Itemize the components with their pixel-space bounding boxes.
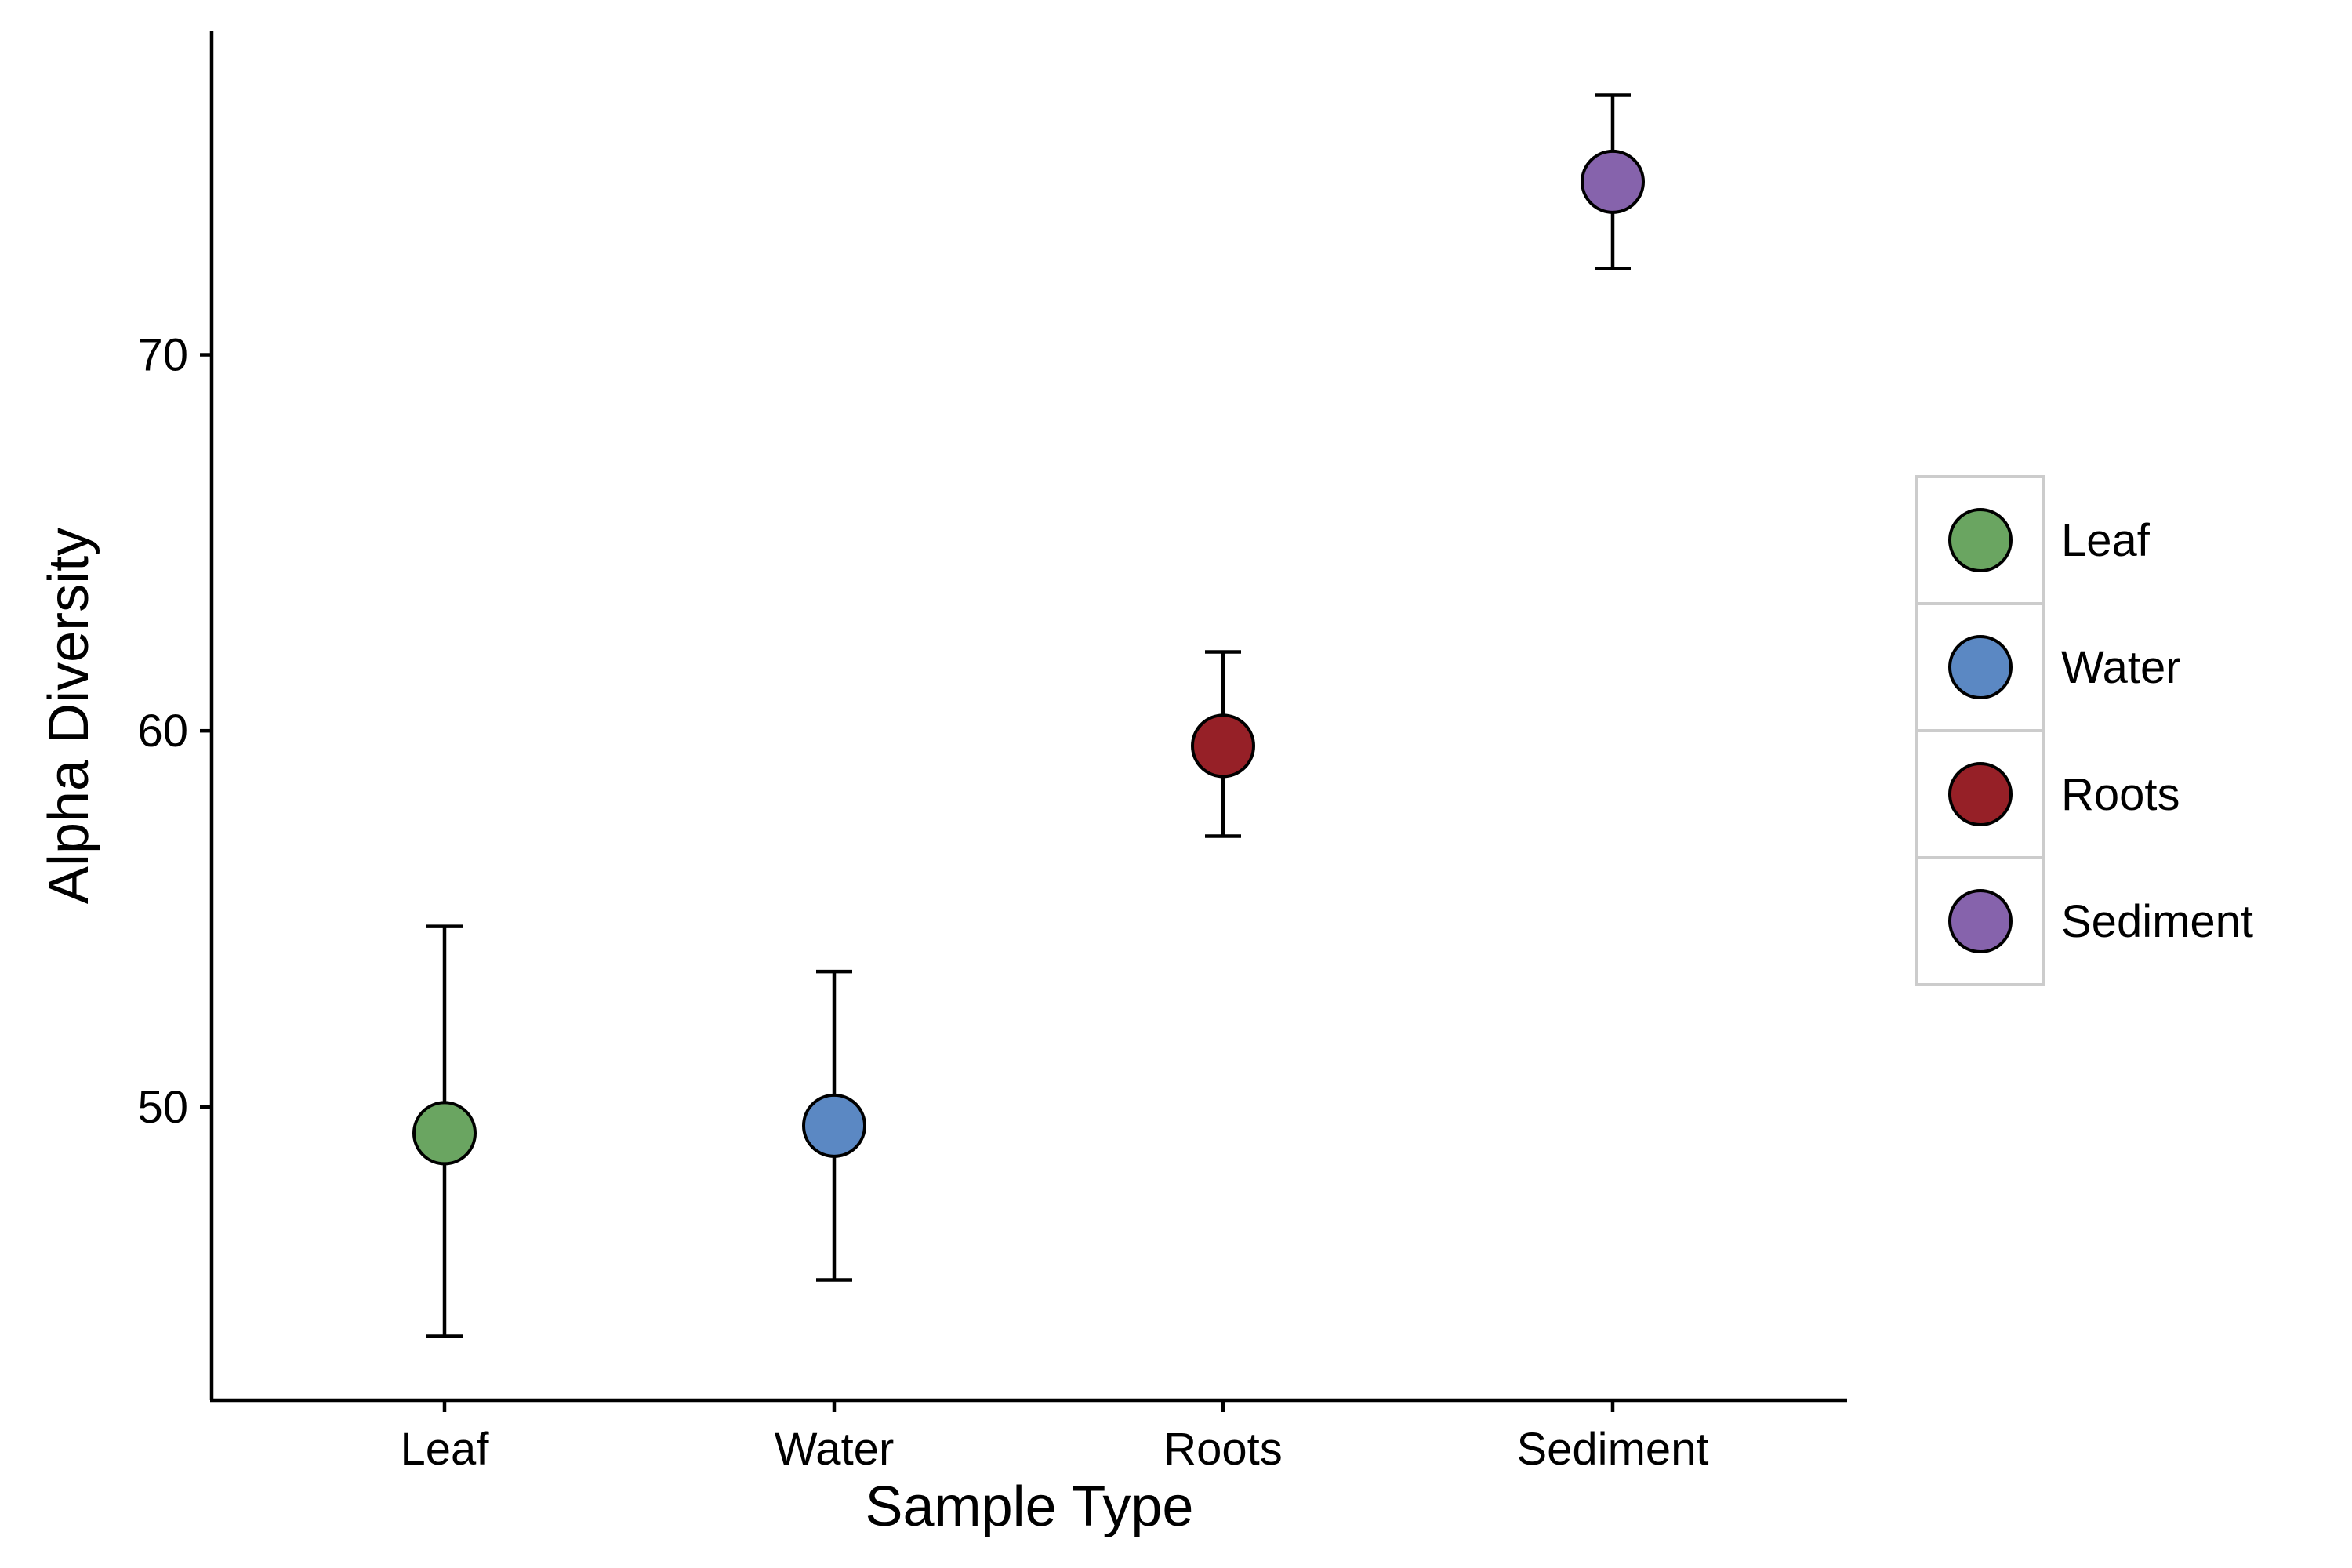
y-ticks: 50 60 70	[137, 330, 212, 1133]
y-tick-label: 70	[137, 330, 188, 381]
legend-label-water: Water	[2061, 642, 2181, 693]
point-leaf	[412, 1101, 477, 1166]
y-axis-title: Alpha Diversity	[38, 528, 100, 904]
y-tick-label: 50	[137, 1082, 188, 1133]
legend-item-leaf: Leaf	[1915, 475, 2151, 605]
y-tick-label: 60	[137, 706, 188, 757]
point-roots	[1191, 713, 1255, 779]
legend-swatch-roots	[1948, 762, 2013, 826]
legend-label-roots: Roots	[2061, 769, 2180, 820]
point-sediment	[1581, 149, 1645, 214]
axes	[209, 31, 1847, 1403]
legend-swatch-leaf	[1948, 508, 2013, 572]
x-tick-label-water: Water	[775, 1424, 895, 1475]
legend-item-water: Water	[1915, 602, 2181, 732]
legend: Leaf Water Roots Sediment	[1915, 475, 2253, 986]
x-ticks: Leaf Water Roots Sediment	[401, 1400, 1709, 1475]
data-marks	[412, 93, 1645, 1338]
legend-label-leaf: Leaf	[2061, 515, 2151, 566]
legend-label-sediment: Sediment	[2061, 896, 2253, 947]
legend-item-roots: Roots	[1915, 729, 2180, 859]
legend-item-sediment: Sediment	[1915, 856, 2253, 986]
legend-swatch-sediment	[1948, 889, 2013, 953]
x-tick-label-sediment: Sediment	[1516, 1424, 1708, 1475]
x-axis-title: Sample Type	[866, 1475, 1194, 1538]
legend-swatch-water	[1948, 635, 2013, 699]
x-tick-label-roots: Roots	[1163, 1424, 1283, 1475]
x-tick-label-leaf: Leaf	[401, 1424, 490, 1475]
legend-key-box	[1915, 475, 2045, 605]
point-water	[802, 1093, 866, 1158]
